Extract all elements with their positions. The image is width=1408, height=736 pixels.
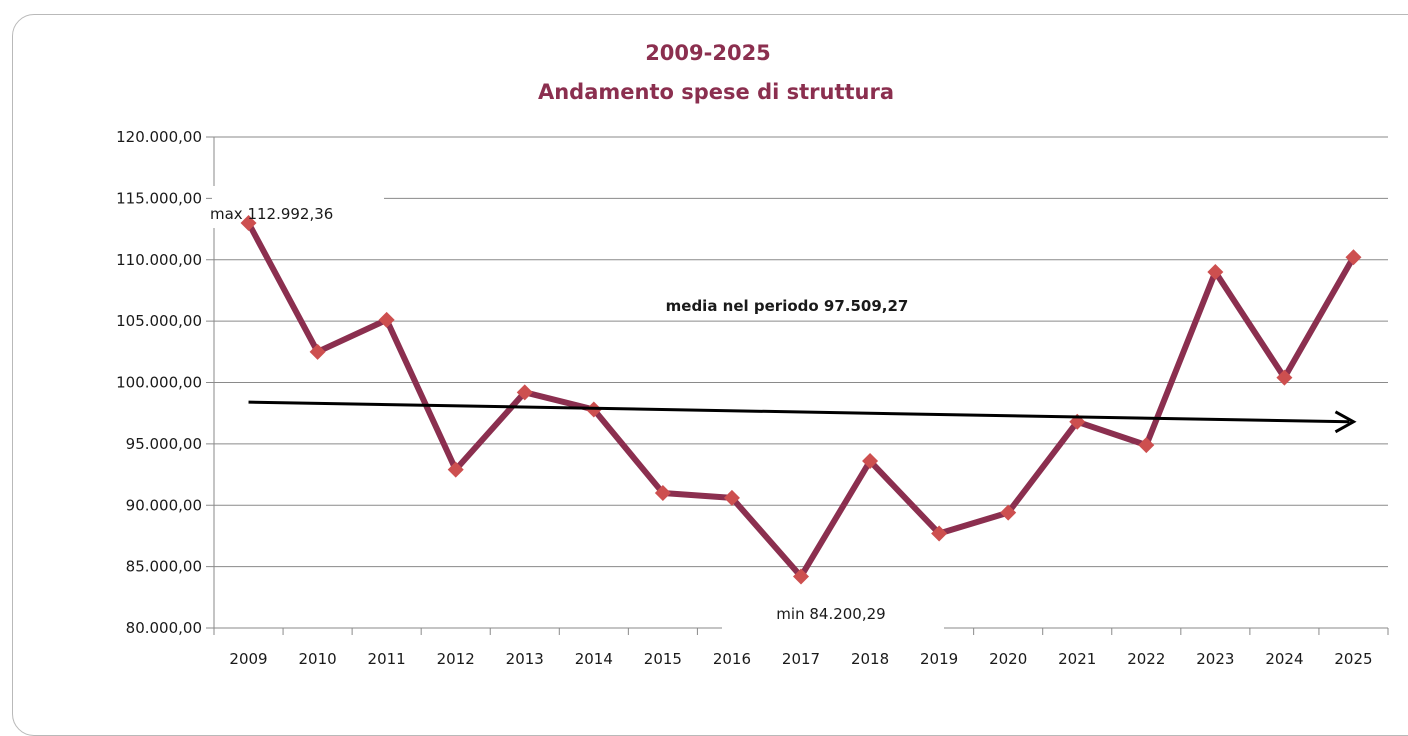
y-tick-label: 90.000,00 [126,496,202,514]
series-layer [240,215,1362,585]
data-point [240,215,257,232]
data-point [378,311,395,328]
y-tick-label: 110.000,00 [116,251,202,269]
x-tick-label: 2024 [1265,650,1303,668]
x-tick-label: 2015 [644,650,682,668]
x-tick-label: 2010 [298,650,336,668]
x-tick-label: 2018 [851,650,889,668]
data-point [654,484,671,501]
max-annotation: max 112.992,36 [210,205,333,223]
y-axis-tick-labels: 80.000,00 85.000,00 90.000,00 95.000,00 100.… [116,128,202,637]
trend-arrowhead [1334,410,1357,434]
x-tick-label: 2021 [1058,650,1096,668]
gridlines [214,136,1388,568]
x-tick-label: 2022 [1127,650,1165,668]
x-tick-label: 2013 [506,650,544,668]
y-tick-label: 95.000,00 [126,435,202,453]
y-tick-label: 105.000,00 [116,312,202,330]
data-point [1345,249,1362,266]
y-tick-label: 80.000,00 [126,619,202,637]
x-tick-label: 2011 [368,650,406,668]
x-tick-label: 2016 [713,650,751,668]
max-label-background [212,186,384,228]
data-point [723,489,740,506]
y-tick-label: 100.000,00 [116,374,202,392]
x-tick-label: 2023 [1196,650,1234,668]
line-chart: 2009-2025 Andamento spese di struttura 8… [116,41,1389,668]
data-point [516,384,533,401]
data-point [862,453,879,470]
x-tick-label: 2009 [229,650,267,668]
trend-layer [248,400,1357,434]
x-tick-label: 2014 [575,650,613,668]
chart-subtitle: Andamento spese di struttura [538,80,894,104]
chart-title: 2009-2025 [645,41,771,65]
data-point [1276,369,1293,386]
min-label-background [722,596,944,642]
x-tick-label: 2012 [437,650,475,668]
min-annotation: min 84.200,29 [776,605,885,623]
y-tick-label: 115.000,00 [116,189,202,207]
data-point [1000,504,1017,521]
y-tick-label: 120.000,00 [116,128,202,146]
data-point [1138,437,1155,454]
data-point [931,525,948,542]
y-tick-label: 85.000,00 [126,558,202,576]
data-point [793,568,809,585]
data-point [447,461,464,478]
trend-line [248,400,1350,424]
x-tick-label: 2017 [782,650,820,668]
x-axis-tick-labels: 2009 2010 2011 2012 2013 2014 2015 2016 2017 2018… [229,650,1372,668]
x-tick-label: 2025 [1334,650,1372,668]
data-point [309,343,326,360]
x-tick-label: 2020 [989,650,1027,668]
series-line [245,220,1357,580]
x-tick-label: 2019 [920,650,958,668]
mean-annotation: media nel periodo 97.509,27 [666,297,909,315]
data-point [1207,264,1224,281]
